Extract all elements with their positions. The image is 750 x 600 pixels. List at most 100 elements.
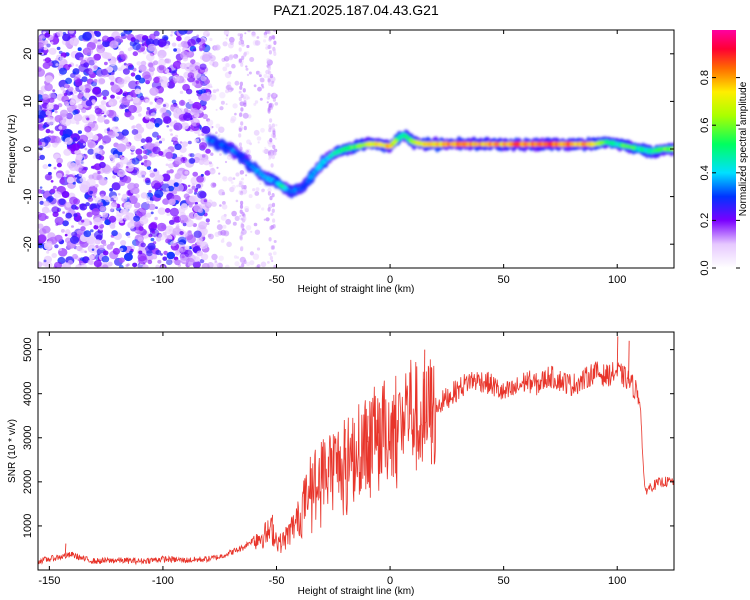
spectrogram-cell: [150, 211, 154, 215]
spectrogram-cell: [87, 197, 94, 202]
spectrogram-cell: [272, 144, 276, 150]
spectrogram-cell: [107, 131, 116, 139]
spectrogram-cell: [207, 262, 214, 268]
spectrogram-cell: [203, 199, 207, 203]
spectrogram-cell: [270, 212, 274, 216]
spectrogram-cell: [269, 255, 273, 261]
spectrogram-cell: [166, 251, 175, 260]
spectrogram-cell: [152, 107, 157, 113]
spectrogram-cell: [187, 262, 192, 266]
spectrogram-cell: [147, 242, 156, 251]
spectrogram-cell: [266, 58, 271, 62]
spectrogram-cell: [71, 225, 74, 228]
spectrogram-cell: [195, 138, 200, 142]
spectrogram-cell: [206, 222, 210, 226]
spectrogram-cell: [101, 89, 110, 97]
spectrogram-ridge: [205, 129, 674, 199]
spectrogram-cell: [179, 141, 183, 144]
spectrogram-cell: [239, 81, 243, 87]
colorbar-label: Normalized spectral amplitude: [738, 81, 749, 216]
spectrogram-cell: [168, 163, 174, 169]
spectrogram-cell: [65, 77, 73, 85]
spectrogram-cell: [172, 60, 182, 70]
spectrogram-cell: [111, 182, 121, 191]
spectrogram-cell: [120, 156, 129, 165]
spectrogram-cell: [59, 178, 66, 185]
spectrogram-cell: [172, 215, 181, 223]
spectrogram-cell: [109, 208, 114, 212]
snr-line: [38, 336, 674, 566]
spectrogram-cell: [132, 97, 140, 104]
spectrogram-cell: [108, 74, 115, 81]
spectrogram-cell: [97, 41, 102, 46]
spectrogram-cell: [155, 206, 158, 209]
spectrogram-cell: [74, 79, 83, 87]
spectrogram-cell: [93, 217, 103, 226]
spectrogram-cell: [77, 130, 82, 135]
spectrogram-cell: [216, 88, 220, 92]
spectrogram-cell: [101, 255, 110, 263]
colorbar-ticks: 0.0 0.2 0.4 0.6 0.8: [699, 70, 740, 276]
spectrogram-cell: [46, 103, 54, 110]
spectrogram-cell: [260, 83, 264, 87]
spectrogram-cell: [241, 184, 245, 190]
spectrogram-cell: [251, 32, 257, 38]
spectrogram-cell: [125, 264, 129, 267]
spectrogram-cell: [148, 66, 155, 72]
spectrogram-cell: [58, 198, 66, 205]
spectrogram-cell: [120, 32, 126, 37]
spectrogram-cell: [182, 83, 191, 91]
spectrogram-cell: [248, 194, 253, 199]
spectrogram-cell: [140, 242, 146, 248]
spectrogram-cell: [132, 51, 138, 57]
spectrogram-cell: [183, 62, 194, 72]
spectrogram-cell: [69, 91, 74, 95]
spectrogram-cell: [161, 137, 166, 142]
spectrogram-cell: [180, 122, 189, 130]
y-tick-label: -20: [22, 236, 34, 252]
spectrogram-cell: [192, 223, 197, 228]
spectrogram-cell: [65, 229, 71, 235]
spectrogram-cell: [162, 116, 172, 124]
spectrogram-cell: [256, 264, 261, 268]
spectrogram-cell: [89, 190, 93, 195]
spectrogram-cell: [100, 193, 105, 198]
spectrogram-cell: [128, 195, 138, 204]
spectrogram-cell: [267, 66, 271, 71]
spectrogram-cell: [165, 208, 171, 213]
spectrogram-cell: [268, 81, 272, 87]
spectrogram-cell: [87, 114, 96, 122]
spectrogram-cell: [88, 239, 96, 246]
spectrogram-cell: [104, 196, 112, 203]
spectrogram-cell: [54, 244, 59, 249]
spectrogram-cell: [156, 64, 167, 74]
spectrogram-cell: [53, 191, 62, 199]
spectrogram-cell: [252, 253, 260, 260]
figure-title: PAZ1.2025.187.04.43.G21: [273, 2, 439, 18]
spectrogram-cell: [249, 57, 255, 62]
spectrogram-cell: [272, 35, 276, 40]
spectrogram-cell: [170, 34, 173, 37]
spectrogram-cell: [144, 114, 151, 120]
spectrogram-cell: [195, 184, 201, 189]
spectrogram-cell: [272, 251, 277, 256]
spectrogram-cell: [250, 159, 253, 162]
spectrogram-cell: [70, 73, 76, 78]
spectrogram-cell: [46, 43, 51, 48]
spectrogram-cell: [210, 85, 213, 89]
spectrogram-cell: [61, 191, 70, 198]
spectrogram-cell: [75, 154, 83, 161]
spectrogram-cell: [231, 184, 236, 190]
spectrogram-cell: [191, 185, 196, 190]
spectrogram-cell: [149, 87, 159, 96]
spectrogram-cell: [235, 199, 239, 203]
spectrogram-cell: [142, 149, 148, 155]
spectrogram-cell: [219, 153, 222, 156]
spectrogram-cell: [148, 62, 154, 68]
x-tick-label: -100: [152, 274, 174, 286]
spectrogram-cell: [179, 90, 184, 94]
spectrogram-cell: [86, 178, 96, 187]
spectrogram-cell: [109, 154, 116, 161]
spectrogram-cell: [187, 140, 192, 145]
spectrogram-cell: [138, 255, 148, 265]
